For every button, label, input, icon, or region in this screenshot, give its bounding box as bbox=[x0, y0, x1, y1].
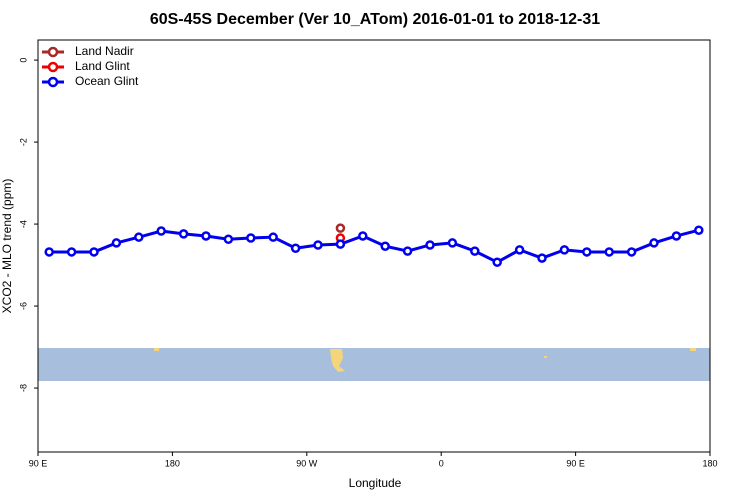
data-point bbox=[44, 247, 54, 257]
data-point bbox=[425, 240, 435, 250]
x-tick-label: 0 bbox=[439, 458, 444, 468]
x-tick-label: 180 bbox=[165, 458, 180, 468]
x-tick-label: 90 W bbox=[296, 458, 318, 468]
land-patch bbox=[154, 348, 159, 351]
data-point bbox=[201, 231, 211, 241]
data-point bbox=[268, 232, 278, 242]
data-point bbox=[514, 245, 525, 255]
data-point bbox=[559, 245, 570, 255]
data-point bbox=[492, 257, 502, 267]
legend-label: Land Glint bbox=[75, 59, 130, 73]
data-point bbox=[402, 246, 413, 256]
data-point bbox=[313, 240, 323, 250]
data-point bbox=[447, 238, 458, 248]
y-axis-label: XCO2 - MLO trend (ppm) bbox=[0, 179, 14, 314]
data-point bbox=[111, 238, 122, 248]
x-tick-label: 90 E bbox=[566, 458, 585, 468]
data-point bbox=[537, 253, 547, 263]
x-tick-label: 90 E bbox=[29, 458, 48, 468]
plot-frame bbox=[37, 39, 711, 453]
land-patch bbox=[690, 348, 696, 351]
x-tick-label: 180 bbox=[702, 458, 717, 468]
y-tick-label: -6 bbox=[18, 302, 28, 310]
chart-title: 60S-45S December (Ver 10_ATom) 2016-01-0… bbox=[150, 11, 600, 28]
data-point bbox=[223, 234, 234, 244]
data-point bbox=[89, 247, 99, 257]
data-point bbox=[582, 247, 592, 257]
data-point bbox=[156, 226, 166, 236]
data-point bbox=[626, 247, 637, 257]
data-point bbox=[178, 229, 189, 239]
legend-label: Land Nadir bbox=[75, 44, 134, 58]
legend-marker bbox=[47, 76, 59, 88]
y-tick-label: -4 bbox=[18, 220, 28, 228]
land-patch bbox=[330, 349, 345, 372]
y-tick-label: 0 bbox=[18, 58, 28, 63]
x-axis-label: Longitude bbox=[349, 476, 402, 490]
data-point bbox=[290, 243, 301, 254]
land-patch bbox=[544, 356, 547, 358]
data-point bbox=[335, 239, 346, 249]
data-point bbox=[66, 247, 77, 257]
ocean-band bbox=[38, 348, 710, 381]
y-tick-label: -2 bbox=[18, 138, 28, 146]
legend-marker bbox=[47, 46, 59, 58]
data-point bbox=[380, 241, 390, 251]
data-point bbox=[649, 238, 659, 248]
y-tick-label: -8 bbox=[18, 384, 28, 392]
series-line bbox=[49, 228, 700, 264]
data-point bbox=[671, 231, 682, 241]
data-point bbox=[470, 246, 480, 256]
map-strip bbox=[38, 348, 710, 381]
legend-label: Ocean Glint bbox=[75, 74, 139, 88]
legend-marker bbox=[47, 61, 59, 73]
data-point bbox=[134, 232, 144, 242]
data-point bbox=[604, 247, 614, 257]
data-point bbox=[335, 223, 346, 233]
data-point bbox=[246, 233, 256, 243]
data-point bbox=[358, 231, 368, 241]
data-point bbox=[694, 225, 704, 235]
